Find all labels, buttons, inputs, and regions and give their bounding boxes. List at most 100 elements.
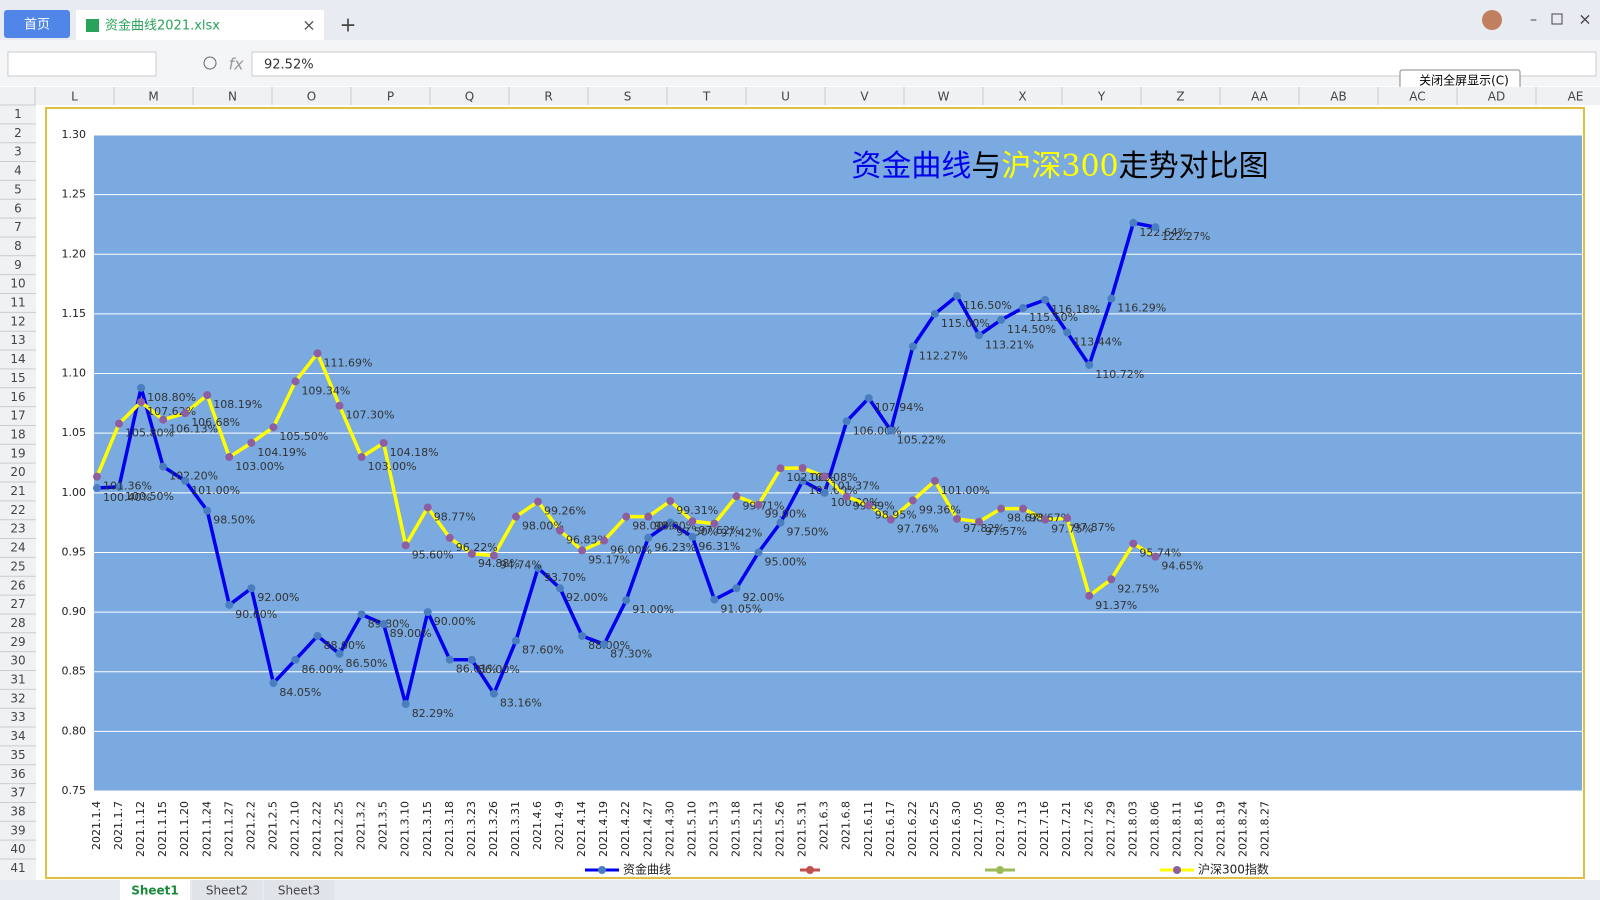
data-point: [159, 462, 168, 471]
data-point: [445, 533, 454, 542]
exit-fullscreen-label[interactable]: 关闭全屏显示(C): [1419, 73, 1509, 88]
close-tab[interactable]: ×: [302, 16, 315, 35]
zoom-icon[interactable]: [203, 56, 217, 70]
data-label: 96.83%: [566, 534, 608, 547]
close[interactable]: ×: [1578, 10, 1591, 29]
file-tab[interactable]: [76, 10, 324, 40]
minimize[interactable]: –: [1530, 12, 1537, 28]
fx-label: fx: [228, 55, 244, 74]
x-tick-label: 2021.8.11: [1170, 801, 1183, 857]
data-label: 116.29%: [1117, 302, 1166, 315]
x-tick-label: 2021.7.29: [1104, 801, 1117, 857]
formula-input[interactable]: [251, 51, 1597, 77]
data-label: 116.18%: [1051, 303, 1100, 316]
row-label: 6: [14, 201, 22, 215]
data-point: [710, 519, 719, 528]
y-tick-label: 0.85: [62, 665, 87, 678]
avatar[interactable]: [1482, 10, 1502, 30]
x-tick-label: 2021.6.11: [862, 801, 875, 857]
y-tick-label: 1.00: [62, 486, 87, 499]
sheet-tab-label[interactable]: Sheet3: [278, 884, 320, 898]
data-label: 115.00%: [941, 317, 990, 330]
data-label: 92.00%: [742, 591, 784, 604]
x-tick-label: 2021.3.26: [487, 801, 500, 857]
column-label: Z: [1176, 90, 1184, 104]
file-tab-label[interactable]: 资金曲线2021.xlsx: [105, 18, 220, 34]
row-label: 38: [10, 804, 25, 818]
x-tick-label: 2021.4.9: [553, 801, 566, 850]
new-tab[interactable]: +: [340, 13, 357, 37]
data-label: 122.27%: [1161, 230, 1210, 243]
data-label: 89.00%: [390, 627, 432, 640]
formula-value[interactable]: 92.52%: [264, 58, 314, 73]
data-point: [864, 501, 873, 510]
data-point: [511, 512, 520, 521]
sheet-tab[interactable]: [120, 880, 190, 900]
x-tick-label: 2021.7.26: [1082, 801, 1095, 857]
row-label: 32: [10, 691, 25, 705]
data-point: [1129, 539, 1138, 548]
data-label: 106.13%: [169, 423, 218, 436]
data-label: 94.74%: [500, 559, 542, 572]
y-tick-label: 0.80: [62, 724, 87, 737]
data-label: 116.50%: [963, 299, 1012, 312]
data-point: [181, 409, 190, 418]
row-label: 10: [10, 277, 25, 291]
row-label: 39: [10, 823, 25, 837]
x-tick-label: 2021.1.24: [200, 801, 213, 857]
x-tick-label: 2021.4.14: [575, 801, 588, 857]
x-tick-label: 2021.4.19: [597, 801, 610, 857]
row-header: [0, 105, 36, 880]
data-label: 103.00%: [368, 460, 417, 473]
data-point: [1019, 504, 1028, 513]
x-tick-label: 2021.5.21: [752, 801, 765, 857]
x-tick-label: 2021.2.22: [311, 801, 324, 857]
y-tick-label: 0.75: [62, 784, 87, 797]
data-point: [842, 417, 851, 426]
data-point: [666, 518, 675, 527]
data-label: 88.00%: [588, 639, 630, 652]
chart-title: 资金曲线与沪深300走势对比图: [851, 149, 1268, 184]
data-point: [886, 426, 895, 435]
x-tick-label: 2021.5.26: [774, 801, 787, 857]
home-tab[interactable]: [4, 10, 70, 38]
x-tick-label: 2021.5.13: [707, 801, 720, 857]
data-point: [644, 533, 653, 542]
home-tab-label[interactable]: 首页: [24, 18, 50, 33]
data-point: [975, 517, 983, 526]
sheet-tab[interactable]: [264, 880, 334, 900]
column-label: P: [387, 90, 394, 104]
title-part: 与: [971, 149, 1001, 184]
x-tick-label: 2021.8.06: [1148, 801, 1161, 857]
x-tick-label: 2021.6.17: [884, 801, 897, 857]
sheet-tab[interactable]: [192, 880, 262, 900]
data-point: [578, 631, 587, 640]
data-point: [1063, 514, 1072, 523]
data-point: [534, 563, 542, 572]
x-tick-label: 2021.7.05: [972, 801, 985, 857]
sheet-tab-label[interactable]: Sheet2: [206, 884, 248, 898]
x-tick-label: 2021.4.22: [619, 801, 632, 857]
data-label: 98.00%: [522, 520, 564, 533]
sheet-tab-label[interactable]: Sheet1: [131, 884, 179, 898]
data-point: [489, 689, 498, 698]
row-label: 35: [10, 748, 25, 762]
data-point: [644, 512, 653, 521]
x-tick-label: 2021.3.23: [465, 801, 478, 857]
data-label: 90.00%: [434, 615, 476, 628]
maximize[interactable]: [1551, 13, 1563, 25]
data-point: [997, 504, 1006, 513]
row-label: 27: [10, 597, 25, 611]
data-point: [93, 484, 101, 493]
x-tick-label: 2021.8.16: [1193, 801, 1206, 857]
data-label: 86.01%: [456, 663, 498, 676]
data-label: 104.18%: [390, 446, 439, 459]
column-label: O: [307, 90, 316, 104]
data-label: 94.65%: [1161, 560, 1203, 573]
data-point: [379, 620, 388, 629]
name-box[interactable]: [7, 51, 157, 77]
row-label: 14: [10, 352, 25, 366]
data-label: 97.75%: [1051, 523, 1093, 536]
legend-marker: [996, 866, 1004, 874]
y-tick-label: 1.30: [62, 128, 87, 141]
